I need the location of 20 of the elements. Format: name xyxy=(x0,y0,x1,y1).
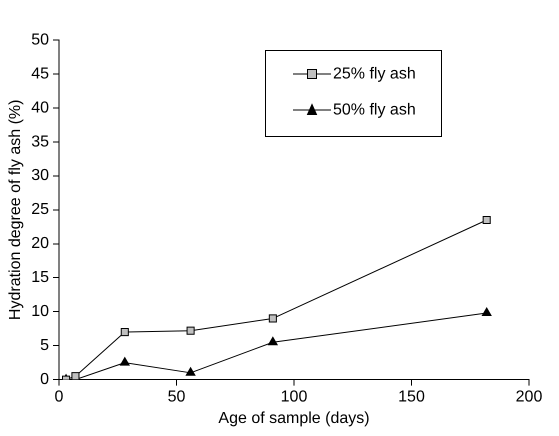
y-tick-label: 50 xyxy=(31,31,50,48)
legend-label: 25% fly ash xyxy=(333,65,416,82)
y-tick-label: 10 xyxy=(31,303,50,320)
y-tick-label: 25 xyxy=(31,201,50,218)
legend-label: 50% fly ash xyxy=(333,101,416,118)
x-tick-label: 150 xyxy=(398,388,425,406)
y-tick-label: 40 xyxy=(31,99,50,116)
y-tick-label: 0 xyxy=(40,371,50,388)
y-tick-label: 35 xyxy=(31,133,50,150)
x-axis-title: Age of sample (days) xyxy=(218,410,370,427)
y-tick-label: 30 xyxy=(31,167,50,184)
y-tick-label: 5 xyxy=(40,337,50,354)
x-tick-label: 100 xyxy=(280,388,308,406)
y-axis-title: Hydration degree of fly ash (%) xyxy=(7,100,24,320)
y-tick-label: 20 xyxy=(31,235,50,252)
x-tick-label: 0 xyxy=(54,388,64,406)
x-tick-label: 200 xyxy=(516,388,542,406)
y-tick-label: 15 xyxy=(31,269,50,286)
x-tick-label: 50 xyxy=(168,388,186,406)
y-tick-label: 45 xyxy=(31,65,50,82)
